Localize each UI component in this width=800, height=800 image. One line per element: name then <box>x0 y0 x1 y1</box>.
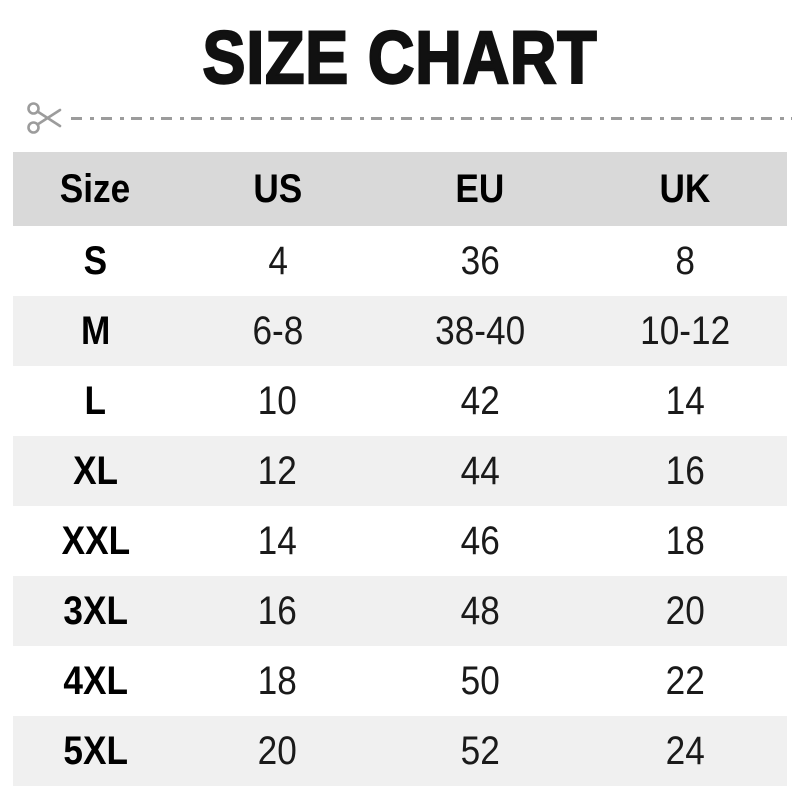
uk-value: 10-12 <box>639 308 730 353</box>
table-row-s: S 4 36 8 <box>13 226 787 296</box>
page-title: SIZE CHART <box>0 0 800 96</box>
table-row-5xl: 5XL 20 52 24 <box>13 716 787 786</box>
header-cell-eu: EU <box>377 152 583 226</box>
uk-value: 22 <box>665 658 705 703</box>
table-row-3xl: 3XL 16 48 20 <box>13 576 787 646</box>
size-label: 5XL <box>63 728 128 773</box>
eu-value: 36 <box>460 238 500 283</box>
size-label: 3XL <box>63 588 128 633</box>
header-cell-uk: UK <box>582 152 787 226</box>
us-value: 6-8 <box>252 308 304 353</box>
eu-value: 44 <box>460 448 500 493</box>
uk-value: 16 <box>665 448 705 493</box>
size-label: L <box>84 378 107 423</box>
table-row-m: M 6-8 38-40 10-12 <box>13 296 787 366</box>
eu-value: 48 <box>460 588 500 633</box>
cut-line <box>0 96 800 140</box>
page-title-text: SIZE CHART <box>201 16 598 99</box>
us-value: 18 <box>258 658 298 703</box>
us-value: 16 <box>258 588 298 633</box>
size-label: M <box>80 308 111 353</box>
size-label: 4XL <box>63 658 128 703</box>
eu-value: 52 <box>460 728 500 773</box>
header-cell-us: US <box>177 152 378 226</box>
uk-value: 8 <box>675 238 695 283</box>
size-table: Size US EU UK S 4 36 8 M 6-8 38-40 10-12… <box>13 152 787 786</box>
table-header-row: Size US EU UK <box>13 152 787 226</box>
table-row-xxl: XXL 14 46 18 <box>13 506 787 576</box>
eu-value: 42 <box>460 378 500 423</box>
size-label: XL <box>72 448 118 493</box>
size-label: XXL <box>61 518 130 563</box>
scissors-icon <box>27 102 62 134</box>
us-value: 4 <box>267 238 288 283</box>
table-row-l: L 10 42 14 <box>13 366 787 436</box>
uk-value: 20 <box>665 588 705 633</box>
size-label: S <box>83 238 108 283</box>
uk-value: 24 <box>665 728 705 773</box>
dashed-cut-line <box>71 116 792 120</box>
uk-value: 18 <box>665 518 705 563</box>
us-value: 14 <box>258 518 298 563</box>
header-cell-size: Size <box>13 152 178 226</box>
table-row-4xl: 4XL 18 50 22 <box>13 646 787 716</box>
us-value: 10 <box>258 378 298 423</box>
eu-value: 38-40 <box>435 308 526 353</box>
us-value: 20 <box>258 728 298 773</box>
uk-value: 14 <box>665 378 705 423</box>
table-row-xl: XL 12 44 16 <box>13 436 787 506</box>
eu-value: 50 <box>460 658 500 703</box>
us-value: 12 <box>258 448 298 493</box>
eu-value: 46 <box>460 518 500 563</box>
